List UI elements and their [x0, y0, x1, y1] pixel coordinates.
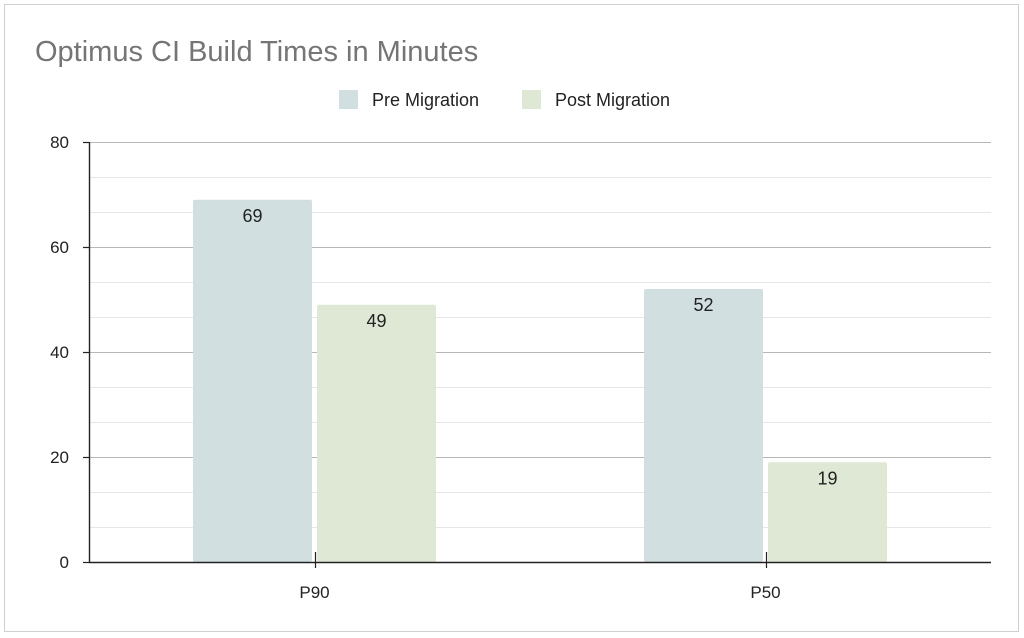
- legend-label: Post Migration: [555, 90, 670, 110]
- x-tick-label: P50: [750, 583, 780, 602]
- y-tick-label: 40: [50, 343, 69, 362]
- bar-chart: Optimus CI Build Times in Minutes Pre Mi…: [35, 36, 991, 602]
- bar-pre-migration-p90: [193, 199, 312, 562]
- y-tick-label: 80: [50, 133, 69, 152]
- legend-swatch: [522, 90, 541, 109]
- bar-post-migration-p50: [768, 462, 887, 562]
- data-labels: 69 49 52 19: [242, 206, 837, 489]
- bar-post-migration-p90: [317, 304, 436, 562]
- data-label: 52: [693, 295, 713, 315]
- legend: Pre Migration Post Migration: [339, 90, 670, 110]
- legend-swatch: [339, 90, 358, 109]
- data-label: 19: [817, 468, 837, 488]
- chart-frame: Optimus CI Build Times in Minutes Pre Mi…: [4, 4, 1019, 632]
- x-tick-label: P90: [299, 583, 329, 602]
- bar-pre-migration-p50: [644, 289, 763, 562]
- data-label: 69: [242, 206, 262, 226]
- y-tick-label: 60: [50, 238, 69, 257]
- y-tick-label: 20: [50, 448, 69, 467]
- axes: 0 20 40 60 80 P90 P50: [50, 133, 991, 602]
- y-tick-label: 0: [60, 553, 69, 572]
- legend-label: Pre Migration: [372, 90, 479, 110]
- chart-title: Optimus CI Build Times in Minutes: [35, 36, 478, 68]
- bars: [193, 199, 887, 562]
- data-label: 49: [366, 311, 386, 331]
